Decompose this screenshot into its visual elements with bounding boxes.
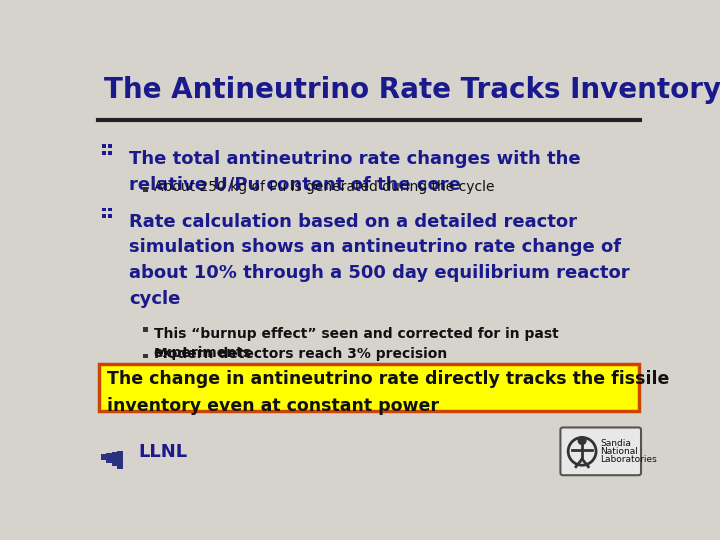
Text: The change in antineutrino rate directly tracks the fissile
inventory even at co: The change in antineutrino rate directly…: [107, 370, 670, 415]
FancyBboxPatch shape: [102, 208, 106, 212]
FancyBboxPatch shape: [560, 428, 641, 475]
Text: Rate calculation based on a detailed reactor
simulation shows an antineutrino ra: Rate calculation based on a detailed rea…: [129, 213, 629, 308]
FancyBboxPatch shape: [108, 214, 112, 218]
Text: The Antineutrino Rate Tracks Inventory Changes: The Antineutrino Rate Tracks Inventory C…: [104, 76, 720, 104]
FancyBboxPatch shape: [102, 151, 106, 154]
Text: Sandia: Sandia: [600, 439, 631, 448]
FancyBboxPatch shape: [101, 454, 107, 460]
Text: Laboratories: Laboratories: [600, 455, 657, 463]
FancyBboxPatch shape: [99, 363, 639, 411]
FancyBboxPatch shape: [108, 151, 112, 154]
Text: National: National: [600, 447, 638, 456]
FancyBboxPatch shape: [117, 451, 123, 469]
FancyBboxPatch shape: [107, 453, 112, 463]
FancyBboxPatch shape: [143, 187, 148, 192]
FancyBboxPatch shape: [90, 65, 648, 119]
FancyBboxPatch shape: [108, 208, 112, 212]
FancyBboxPatch shape: [143, 327, 148, 332]
Circle shape: [578, 437, 586, 444]
Text: The total antineutrino rate changes with the
relative U/Pu content of the core: The total antineutrino rate changes with…: [129, 150, 580, 193]
FancyBboxPatch shape: [102, 145, 106, 148]
FancyBboxPatch shape: [102, 214, 106, 218]
FancyBboxPatch shape: [143, 354, 148, 358]
Text: This “burnup effect” seen and corrected for in past
experiments: This “burnup effect” seen and corrected …: [153, 327, 558, 360]
FancyBboxPatch shape: [112, 452, 118, 466]
Text: Modern detectors reach 3% precision: Modern detectors reach 3% precision: [153, 347, 447, 361]
FancyBboxPatch shape: [108, 145, 112, 148]
Text: LLNL: LLNL: [138, 443, 187, 461]
Text: About 250 kg of Pu is generated during the cycle: About 250 kg of Pu is generated during t…: [153, 180, 494, 194]
